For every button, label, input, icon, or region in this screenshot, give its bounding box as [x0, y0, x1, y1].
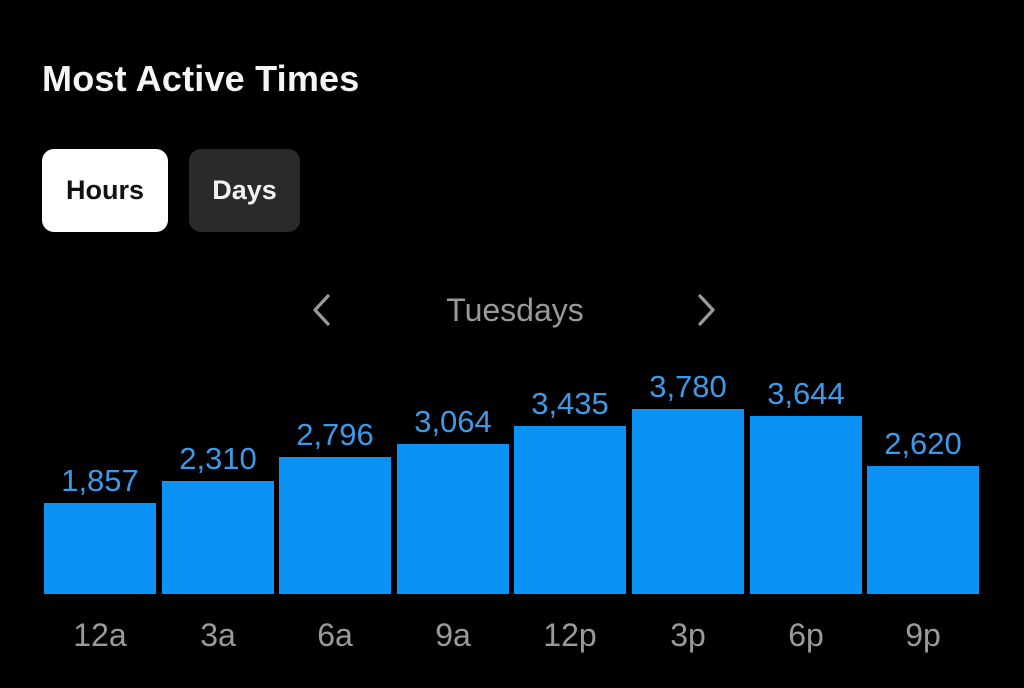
day-label: Tuesdays	[446, 292, 584, 328]
x-axis-label: 12p	[543, 617, 597, 653]
bar-value-label: 2,796	[296, 417, 374, 452]
next-day-button[interactable]	[686, 288, 726, 332]
bar-9a	[397, 444, 509, 594]
bar-6a	[279, 457, 391, 594]
bar-12p	[514, 426, 626, 594]
bar-value-label: 3,064	[414, 404, 492, 439]
page-title: Most Active Times	[42, 58, 360, 99]
bar-9p	[867, 466, 979, 594]
bar-3a	[162, 481, 274, 594]
days-tab-label: Days	[212, 175, 277, 205]
chevron-right-icon	[698, 294, 715, 326]
x-axis-label: 9a	[435, 617, 471, 653]
hours-tab-label: Hours	[65, 175, 144, 205]
bar-value-label: 1,857	[61, 463, 139, 498]
bar-value-label: 3,644	[767, 376, 845, 411]
x-axis-label: 6p	[788, 617, 824, 653]
x-axis-label: 12a	[73, 617, 127, 653]
bar-value-label: 2,620	[884, 426, 962, 461]
day-navigator: Tuesdays	[300, 282, 730, 338]
x-axis-label: 6a	[317, 617, 353, 653]
days-tab[interactable]: Days	[189, 149, 300, 232]
bar-3p	[632, 409, 744, 594]
x-axis-label: 9p	[905, 617, 941, 653]
x-axis-label: 3p	[670, 617, 706, 653]
bar-value-label: 2,310	[179, 441, 257, 476]
bar-value-label: 3,435	[531, 386, 609, 421]
chevron-left-icon	[313, 294, 330, 326]
bar-6p	[750, 416, 862, 594]
previous-day-button[interactable]	[302, 288, 342, 332]
bar-value-label: 3,780	[649, 369, 727, 404]
hours-tab[interactable]: Hours	[42, 149, 168, 232]
bar-12a	[44, 503, 156, 594]
bar-chart: 1,857 2,310 2,796 3,064 3,435 3,780 3,644 2,620	[44, 360, 980, 594]
x-axis-label: 3a	[200, 617, 236, 653]
